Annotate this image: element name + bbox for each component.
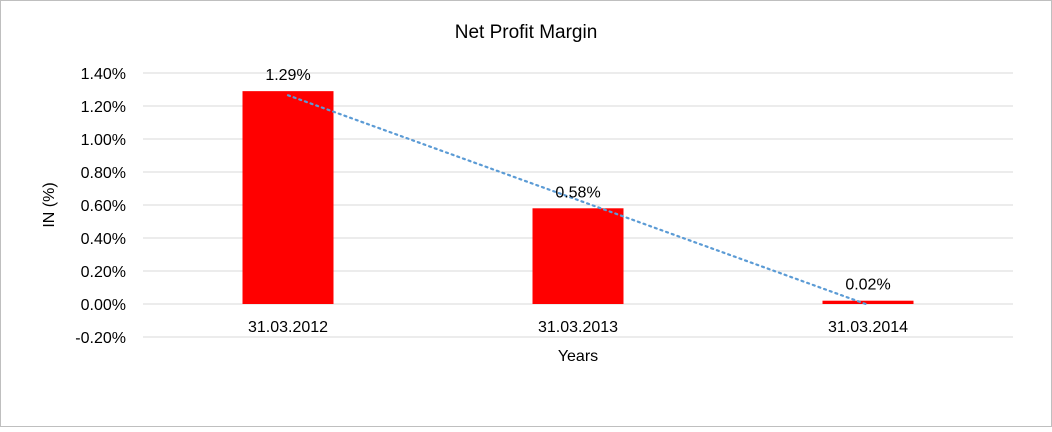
y-tick-label: 0.40% <box>81 231 126 248</box>
y-tick-label: 0.60% <box>81 198 126 215</box>
y-tick-label: 1.40% <box>81 66 126 83</box>
y-tick-label: -0.20% <box>75 330 126 347</box>
trendline <box>286 94 870 306</box>
y-tick-label: 1.20% <box>81 99 126 116</box>
data-label: 1.29% <box>265 67 310 84</box>
x-axis-title: Years <box>558 348 598 365</box>
bar <box>242 91 334 305</box>
x-tick-label: 31.03.2014 <box>828 319 908 336</box>
bar <box>532 208 624 304</box>
y-tick-label: 0.20% <box>81 264 126 281</box>
y-tick-label: 0.80% <box>81 165 126 182</box>
x-tick-label: 31.03.2013 <box>538 319 618 336</box>
chart-title: Net Profit Margin <box>455 22 598 43</box>
y-axis-title: IN (%) <box>41 182 58 227</box>
bar <box>822 300 914 304</box>
data-label: 0.02% <box>845 277 890 294</box>
y-tick-label: 1.00% <box>81 132 126 149</box>
y-tick-label: 0.00% <box>81 297 126 314</box>
data-label: 0.58% <box>555 184 600 201</box>
x-tick-label: 31.03.2012 <box>248 319 328 336</box>
